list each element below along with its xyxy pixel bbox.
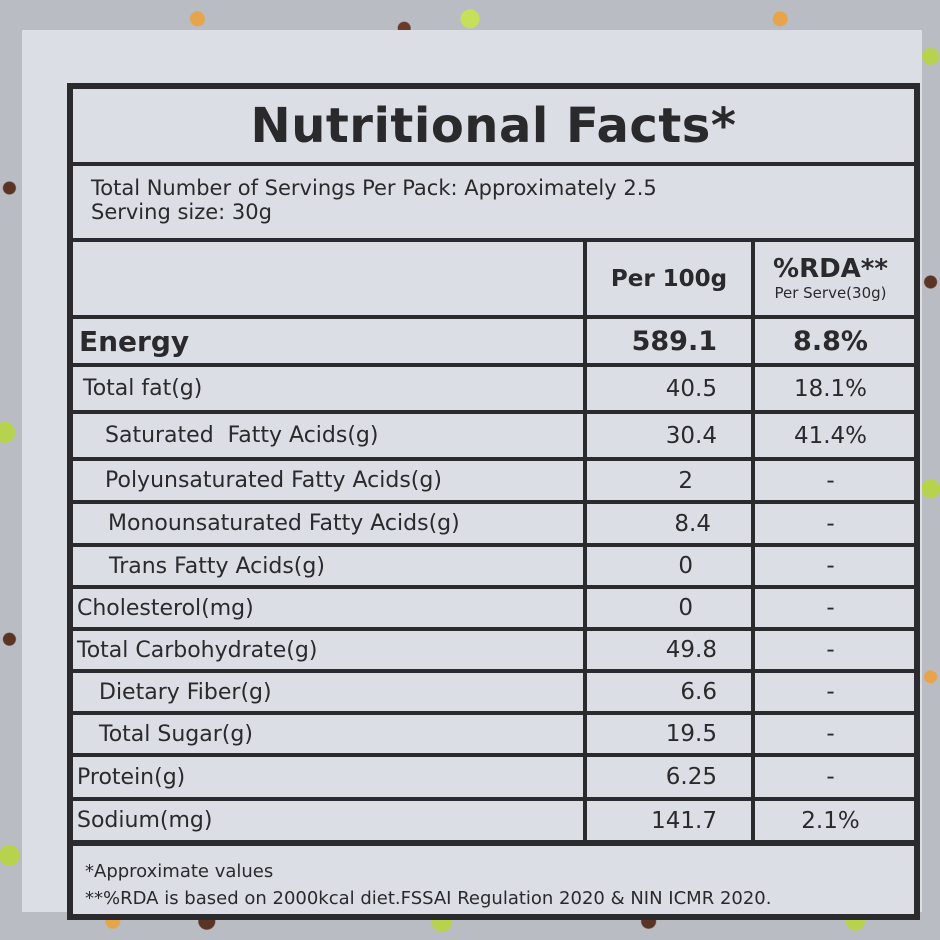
servings-row: Total Number of Servings Per Pack: Appro… [73, 166, 914, 242]
row-dietary-fiber: Dietary Fiber(g) 6.6 - [73, 673, 914, 715]
value-rda: - [751, 547, 914, 585]
value-rda: 2.1% [751, 801, 914, 840]
nutrient-name: Cholesterol(mg) [77, 595, 254, 621]
value-per-100g: 141.7 [583, 801, 751, 840]
value-rda: 41.4% [751, 414, 914, 457]
serving-size: Serving size: 30g [91, 200, 272, 224]
value-per-100g: 6.6 [583, 673, 751, 711]
page-title: Nutritional Facts* [250, 97, 737, 154]
header-rda: %RDA** Per Serve(30g) [751, 242, 914, 315]
footnote-approximate: *Approximate values [85, 861, 274, 882]
row-polyunsaturated-fat: Polyunsaturated Fatty Acids(g) 2 - [73, 461, 914, 504]
nutrient-name: Trans Fatty Acids(g) [109, 553, 325, 579]
row-protein: Protein(g) 6.25 - [73, 757, 914, 801]
title-row: Nutritional Facts* [73, 89, 914, 166]
nutrient-name: Dietary Fiber(g) [99, 679, 272, 705]
value-rda: 8.8% [751, 319, 914, 363]
value-per-100g: 19.5 [583, 715, 751, 753]
row-trans-fat: Trans Fatty Acids(g) 0 - [73, 547, 914, 589]
value-per-100g: 6.25 [583, 757, 751, 797]
value-per-100g: 49.8 [583, 631, 751, 669]
value-rda: - [751, 757, 914, 797]
value-per-100g: 2 [583, 461, 751, 500]
row-total-carbohydrate: Total Carbohydrate(g) 49.8 - [73, 631, 914, 673]
servings-per-pack: Total Number of Servings Per Pack: Appro… [91, 176, 657, 200]
value-rda: - [751, 504, 914, 543]
nutrient-name: Saturated Fatty Acids(g) [105, 423, 379, 448]
nutrient-name: Total Carbohydrate(g) [77, 637, 318, 663]
value-per-100g: 8.4 [583, 504, 751, 543]
row-energy: Energy 589.1 8.8% [73, 319, 914, 367]
footnote-rda-basis: **%RDA is based on 2000kcal diet.FSSAI R… [85, 888, 772, 909]
nutrient-name: Monounsaturated Fatty Acids(g) [108, 511, 460, 536]
value-rda: - [751, 589, 914, 627]
nutrient-name: Total Sugar(g) [99, 721, 253, 747]
footnotes: *Approximate values **%RDA is based on 2… [73, 846, 914, 914]
header-per-100g: Per 100g [583, 242, 751, 315]
row-total-sugar: Total Sugar(g) 19.5 - [73, 715, 914, 757]
nutrient-name: Energy [79, 324, 190, 358]
value-per-100g: 0 [583, 547, 751, 585]
nutrient-name: Protein(g) [77, 764, 186, 790]
value-per-100g: 0 [583, 589, 751, 627]
header-rda-sub: Per Serve(30g) [774, 283, 887, 302]
row-sodium: Sodium(mg) 141.7 2.1% [73, 801, 914, 846]
value-per-100g: 589.1 [583, 319, 751, 363]
value-rda: - [751, 631, 914, 669]
value-rda: 18.1% [751, 367, 914, 410]
nutrition-table: Nutritional Facts* Total Number of Servi… [67, 83, 920, 920]
nutrient-name: Total fat(g) [83, 376, 203, 401]
nutrient-name: Polyunsaturated Fatty Acids(g) [105, 468, 442, 493]
row-saturated-fat: Saturated Fatty Acids(g) 30.4 41.4% [73, 414, 914, 461]
value-per-100g: 30.4 [583, 414, 751, 457]
header-nutrient [73, 242, 583, 315]
value-rda: - [751, 461, 914, 500]
header-rda-label: %RDA** [773, 253, 888, 284]
nutrient-name: Sodium(mg) [77, 808, 213, 833]
value-rda: - [751, 715, 914, 753]
row-total-fat: Total fat(g) 40.5 18.1% [73, 367, 914, 414]
row-cholesterol: Cholesterol(mg) 0 - [73, 589, 914, 631]
row-monounsaturated-fat: Monounsaturated Fatty Acids(g) 8.4 - [73, 504, 914, 547]
value-per-100g: 40.5 [583, 367, 751, 410]
header-row: Per 100g %RDA** Per Serve(30g) [73, 242, 914, 319]
nutrition-card: Nutritional Facts* Total Number of Servi… [22, 30, 922, 920]
value-rda: - [751, 673, 914, 711]
